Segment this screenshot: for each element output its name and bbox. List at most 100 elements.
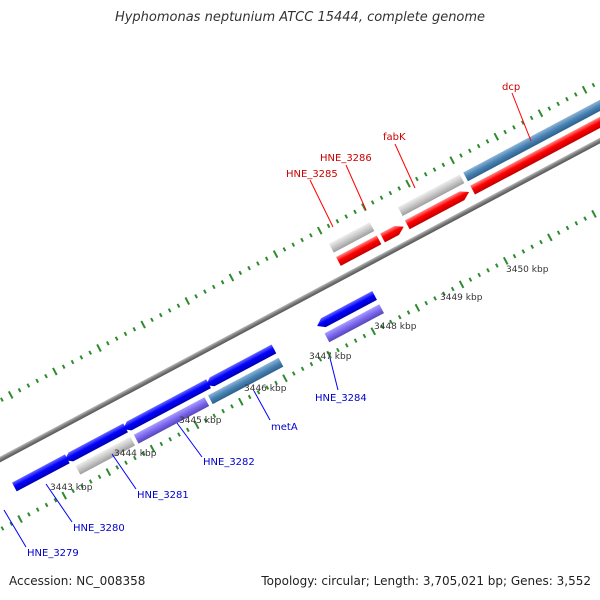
minor-tick	[211, 284, 216, 290]
minor-tick	[486, 268, 490, 273]
gene-arrow-dcp[interactable]	[470, 84, 600, 195]
gene-arrow-hne-3279[interactable]	[12, 454, 70, 492]
major-tick	[140, 320, 146, 329]
feature-steelblue-dcp[interactable]	[463, 71, 600, 182]
gene-arrow-hne-3284[interactable]	[315, 291, 377, 330]
minor-tick	[264, 256, 269, 262]
minor-tick	[432, 167, 437, 172]
leader-line	[176, 422, 203, 458]
major-tick	[414, 303, 421, 312]
minor-tick	[397, 314, 402, 320]
minor-tick	[326, 223, 331, 229]
major-tick	[184, 297, 191, 306]
feature-purple-hne-3284[interactable]	[324, 304, 384, 343]
minor-tick	[0, 397, 4, 402]
minor-tick	[539, 239, 543, 245]
minor-tick	[212, 413, 217, 419]
major-tick	[7, 390, 14, 399]
major-tick	[547, 233, 553, 242]
minor-tick	[70, 359, 75, 365]
gene-arrow-hne-3282[interactable]	[204, 344, 277, 390]
minor-tick	[547, 106, 552, 111]
minor-tick	[336, 347, 340, 353]
minor-tick	[158, 312, 163, 318]
gene-label-hne-3280[interactable]: HNE_3280	[73, 523, 125, 534]
minor-tick	[79, 355, 84, 360]
major-tick	[149, 444, 156, 453]
minor-tick	[88, 350, 92, 355]
ruler-label: 3448 kbp	[374, 322, 417, 332]
minor-tick	[583, 216, 587, 221]
minor-tick	[230, 404, 234, 409]
minor-tick	[477, 272, 482, 278]
major-tick	[502, 256, 509, 265]
leader-line	[394, 143, 416, 189]
feature-grey-fabk[interactable]	[397, 174, 465, 217]
gene-arrow-hne-3281[interactable]	[121, 379, 211, 433]
major-tick	[326, 350, 332, 359]
minor-tick	[132, 326, 137, 332]
minor-tick	[291, 242, 296, 247]
minor-tick	[353, 338, 358, 343]
gene-arrow-hne-3286[interactable]	[380, 222, 406, 243]
minor-tick	[35, 507, 40, 512]
major-tick	[458, 280, 465, 289]
minor-tick	[574, 221, 579, 226]
major-tick	[581, 85, 588, 94]
gene-label-hne-3284[interactable]: HNE_3284	[315, 393, 367, 404]
minor-tick	[256, 261, 260, 266]
gene-label-hne-3285[interactable]: HNE_3285	[286, 169, 338, 180]
minor-tick	[247, 394, 252, 400]
minor-tick	[591, 82, 596, 88]
gene-label-hne-3281[interactable]: HNE_3281	[137, 490, 189, 501]
gene-label-dcp[interactable]: dcp	[502, 82, 520, 93]
feature-grey-hne-3285[interactable]	[329, 222, 375, 253]
minor-tick	[573, 92, 578, 97]
minor-tick	[318, 357, 323, 362]
gene-arrow-hne-3280[interactable]	[62, 423, 128, 464]
minor-tick	[115, 465, 120, 470]
minor-tick	[106, 341, 110, 346]
gene-label-meta[interactable]: metA	[271, 422, 298, 433]
gene-label-fabk[interactable]: fabK	[383, 132, 406, 143]
minor-tick	[150, 317, 154, 323]
gene-label-hne-3282[interactable]: HNE_3282	[203, 457, 255, 468]
minor-tick	[238, 270, 243, 276]
minor-tick	[265, 385, 270, 390]
major-tick	[238, 397, 244, 406]
minor-tick	[17, 387, 22, 393]
ruler-label: 3449 kbp	[440, 293, 483, 303]
minor-tick	[529, 115, 534, 121]
reverse-strand-features	[12, 291, 384, 492]
major-tick	[591, 209, 597, 218]
gene-arrow-fabk[interactable]	[404, 188, 472, 230]
leader-line	[253, 390, 271, 421]
gene-arrow-hne-3285[interactable]	[336, 235, 382, 266]
feature-steelblue-meta[interactable]	[207, 357, 284, 405]
minor-tick	[442, 291, 446, 296]
leader-line	[511, 92, 532, 142]
major-tick	[493, 132, 500, 141]
minor-tick	[221, 408, 225, 414]
minor-tick	[35, 378, 40, 384]
gene-label-hne-3286[interactable]: HNE_3286	[320, 153, 372, 164]
minor-tick	[194, 294, 198, 299]
minor-tick	[168, 437, 172, 442]
feature-purple-hne-3282[interactable]	[133, 397, 210, 444]
genome-backbone	[0, 100, 600, 500]
ruler-label: 3445 kbp	[179, 416, 222, 426]
minor-tick	[114, 336, 119, 341]
minor-tick	[424, 300, 429, 306]
major-tick	[96, 343, 102, 352]
leader-line	[3, 509, 27, 548]
forward-gene-labels: HNE_3285 HNE_3286 fabK dcp	[286, 82, 532, 228]
minor-tick	[344, 343, 349, 348]
ruler-label: 3447 kbp	[309, 352, 352, 362]
forward-strand-features	[329, 71, 600, 266]
major-tick	[449, 156, 455, 165]
minor-tick	[186, 427, 190, 433]
minor-tick	[495, 263, 499, 268]
feature-grey-hne-3281[interactable]	[75, 436, 135, 475]
major-tick	[272, 250, 279, 259]
gene-label-hne-3279[interactable]: HNE_3279	[27, 548, 79, 559]
